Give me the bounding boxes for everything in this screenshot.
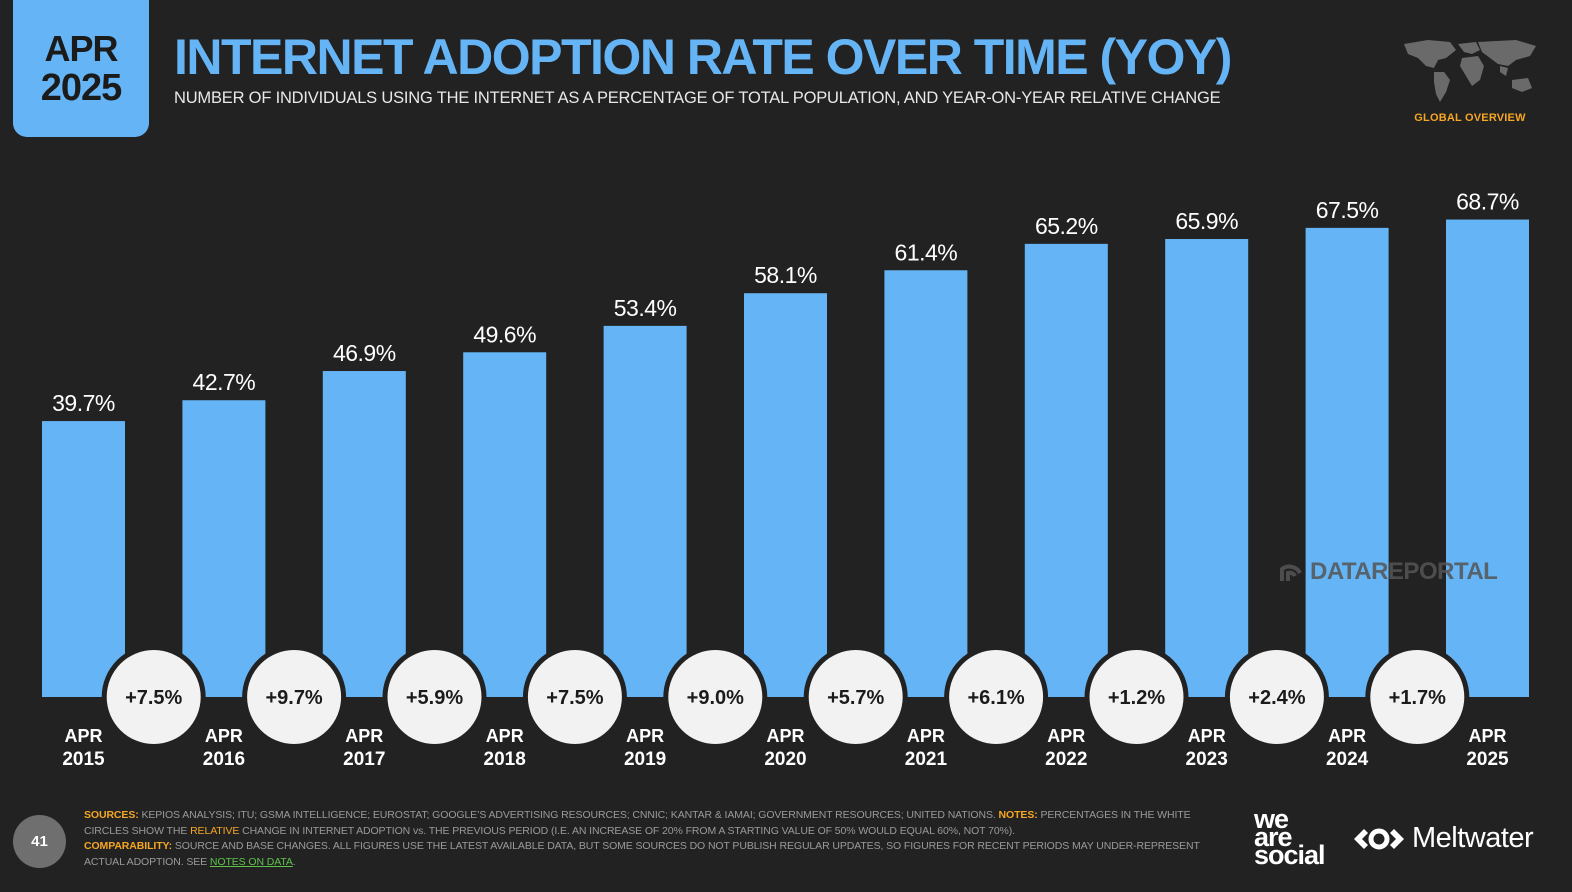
x-tick-label-year: 2025	[1466, 749, 1509, 770]
sources-label: SOURCES:	[84, 809, 139, 821]
yoy-circle	[1089, 650, 1184, 744]
x-tick-label-year: 2022	[1045, 749, 1087, 770]
meltwater-logo: Meltwater	[1352, 822, 1534, 855]
footnote-period: .	[292, 855, 296, 868]
meltwater-text: Meltwater	[1412, 822, 1534, 854]
yoy-circle	[106, 650, 201, 744]
bar	[42, 421, 125, 697]
yoy-circle	[247, 650, 342, 744]
bar-value-label: 67.5%	[1316, 197, 1379, 223]
sources-text: KEPIOS ANALYSIS; ITU; GSMA INTELLIGENCE;…	[141, 809, 996, 821]
bar-value-label: 49.6%	[473, 321, 536, 347]
x-tick-label: APR	[345, 726, 383, 746]
x-tick-label: APR	[64, 726, 102, 746]
x-tick-label: APR	[1468, 726, 1506, 746]
bar	[322, 371, 406, 697]
yoy-change-label: +9.0%	[687, 687, 744, 709]
x-tick-label: APR	[1328, 726, 1366, 746]
bar	[1024, 243, 1108, 698]
page-title: INTERNET ADOPTION RATE OVER TIME (YOY)	[174, 29, 1232, 85]
watermark-text: DATAREPORTAL	[1310, 558, 1498, 585]
bar-value-label: 58.1%	[754, 262, 817, 288]
x-tick-label: APR	[626, 726, 664, 746]
we-are-social-logo: we are social	[1254, 806, 1326, 870]
x-tick-label: APR	[486, 726, 524, 746]
notes-relative: RELATIVE	[190, 824, 240, 837]
datareportal-logo-icon	[1280, 564, 1302, 581]
x-tick-label-year: 2023	[1186, 749, 1228, 770]
notes-text: PERCENTAGES IN THE WHITE CIRCLES SHOW TH…	[84, 809, 1191, 837]
x-tick-label-year: 2024	[1326, 749, 1369, 770]
bar-value-label: 65.9%	[1175, 208, 1238, 234]
bar-value-label: 68.7%	[1456, 189, 1519, 215]
comparability-label: COMPARABILITY:	[84, 840, 173, 852]
bar-value-label: 46.9%	[333, 340, 396, 366]
x-tick-label: APR	[907, 726, 945, 746]
bar	[1446, 219, 1529, 697]
bar-value-label: 61.4%	[895, 239, 958, 265]
yoy-change-label: +1.7%	[1389, 687, 1446, 709]
yoy-change-label: +5.9%	[406, 687, 463, 709]
yoy-circle	[527, 650, 622, 744]
x-tick-label: APR	[1188, 726, 1226, 746]
bar-value-label: 39.7%	[52, 390, 115, 416]
x-tick-label-year: 2019	[624, 749, 666, 770]
bar	[1305, 227, 1389, 697]
x-tick-label-year: 2021	[905, 749, 948, 770]
bar-value-label: 53.4%	[614, 295, 677, 321]
bar	[744, 293, 827, 697]
yoy-change-label: +6.1%	[967, 687, 1024, 709]
yoy-circle	[949, 650, 1044, 744]
bar-value-label: 42.7%	[193, 369, 256, 395]
yoy-change-label: +1.2%	[1108, 687, 1165, 709]
brand-line-3: social	[1254, 840, 1326, 870]
x-tick-label-year: 2020	[764, 749, 806, 770]
comparability-text: SOURCE AND BASE CHANGES. ALL FIGURES USE…	[84, 840, 1200, 868]
badge-year: 2025	[40, 66, 123, 109]
notes-on-data-link[interactable]: NOTES ON DATA	[209, 855, 293, 868]
bar	[463, 352, 547, 697]
x-tick-label: APR	[1047, 726, 1085, 746]
notes-label: NOTES:	[998, 809, 1038, 821]
yoy-change-label: +7.5%	[125, 687, 182, 709]
x-tick-label-year: 2018	[484, 749, 526, 770]
bar	[884, 270, 968, 697]
x-tick-label: APR	[766, 726, 804, 746]
x-tick-label-year: 2016	[203, 749, 245, 770]
yoy-circle	[808, 650, 903, 744]
bar	[182, 400, 266, 697]
yoy-change-label: +7.5%	[546, 687, 603, 709]
footnotes: SOURCES: KEPIOS ANALYSIS; ITU; GSMA INTE…	[84, 808, 1204, 870]
x-tick-label-year: 2017	[343, 749, 385, 770]
bar	[603, 325, 687, 697]
bar-value-label: 65.2%	[1035, 213, 1098, 239]
yoy-change-label: +9.7%	[265, 687, 322, 709]
badge-month: APR	[44, 27, 118, 69]
x-tick-label: APR	[205, 726, 243, 746]
yoy-circle	[1370, 650, 1465, 744]
date-badge: APR 2025	[13, 0, 149, 137]
meltwater-mark-icon	[1354, 828, 1404, 849]
yoy-circle	[668, 650, 763, 744]
yoy-circle	[1229, 650, 1324, 744]
page-subtitle: NUMBER OF INDIVIDUALS USING THE INTERNET…	[174, 89, 1221, 107]
notes-text-2: CHANGE IN INTERNET ADOPTION vs. THE PREV…	[242, 824, 1016, 837]
datareportal-watermark: DATAREPORTAL	[1278, 558, 1498, 586]
yoy-circle	[387, 650, 482, 744]
yoy-change-label: +2.4%	[1248, 687, 1305, 709]
yoy-change-label: +5.7%	[827, 687, 884, 709]
x-tick-label-year: 2015	[62, 749, 105, 770]
bar	[1165, 238, 1249, 697]
section-label: GLOBAL OVERVIEW	[1414, 112, 1526, 124]
world-map-icon	[1404, 40, 1536, 102]
page-number: 41	[13, 815, 66, 868]
